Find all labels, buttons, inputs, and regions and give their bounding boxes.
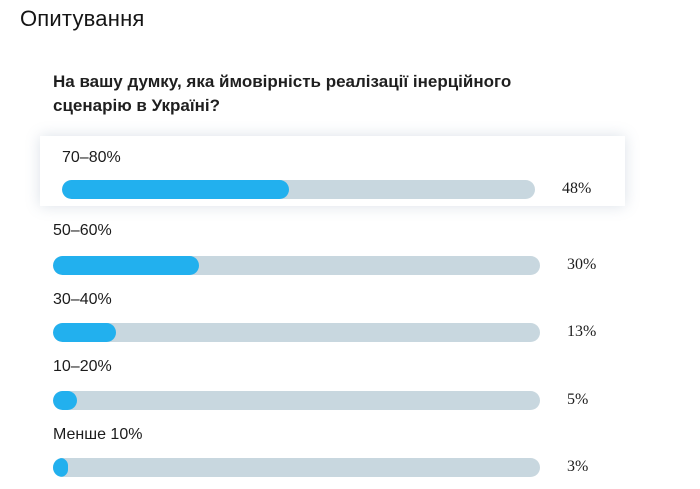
- option-label: 30–40%: [53, 291, 112, 308]
- option-percent: 5%: [567, 391, 589, 408]
- option-label: 70–80%: [62, 149, 121, 166]
- poll-option-10-20[interactable]: 10–20% 5%: [40, 357, 625, 427]
- option-progress-track: [53, 458, 540, 477]
- option-progress-fill: [53, 256, 200, 275]
- poll-option-under-10[interactable]: Менше 10% 3%: [40, 425, 625, 489]
- option-label: 10–20%: [53, 358, 112, 375]
- option-percent: 30%: [567, 256, 597, 273]
- option-progress-track: [53, 256, 540, 275]
- option-progress-fill: [53, 391, 78, 410]
- option-progress-track: [62, 180, 535, 199]
- option-percent: 48%: [562, 180, 592, 197]
- poll-option-50-60[interactable]: 50–60% 30%: [40, 220, 625, 290]
- poll-heading: Опитування: [20, 6, 145, 31]
- option-progress-fill: [62, 180, 290, 199]
- option-percent: 3%: [567, 458, 589, 475]
- option-progress-track: [53, 323, 540, 342]
- option-progress-fill: [53, 458, 68, 477]
- poll-option-70-80[interactable]: 70–80% 48%: [40, 136, 625, 206]
- option-percent: 13%: [567, 323, 597, 340]
- option-progress-fill: [53, 323, 117, 342]
- option-progress-track: [53, 391, 540, 410]
- option-label: 50–60%: [53, 222, 112, 239]
- option-label: Менше 10%: [53, 426, 143, 443]
- poll-option-30-40[interactable]: 30–40% 13%: [40, 289, 625, 359]
- poll-question: На вашу думку, яка ймовірність реалізаці…: [53, 72, 512, 115]
